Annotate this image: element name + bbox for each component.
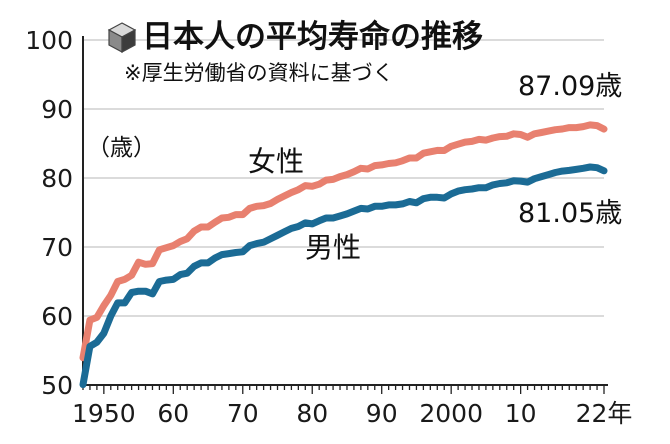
- y-tick-label-50: 50: [41, 371, 73, 400]
- x-tick-label-2010: 10: [505, 399, 537, 428]
- x-tick-label-1990: 90: [366, 399, 398, 428]
- y-tick-label-100: 100: [25, 26, 73, 55]
- y-tick-label-80: 80: [41, 164, 73, 193]
- series-label-male: 男性: [305, 231, 361, 264]
- axes: 50 60 70 80 90 100 1950 60 70 80 90 2000 10 22年: [25, 26, 632, 428]
- series-line-female: [79, 121, 608, 362]
- y-tick-label-70: 70: [41, 233, 73, 262]
- series-line-male: [79, 163, 608, 389]
- end-label-female: 87.09歳: [518, 71, 622, 102]
- y-unit-label: （歳）: [87, 135, 156, 161]
- x-tick-label-2022: 22年: [576, 399, 633, 428]
- labels: 日本人の平均寿命の推移 ※厚生労働省の資料に基づく （歳） 女性 男性 87.0…: [87, 19, 622, 264]
- y-tick-label-60: 60: [41, 302, 73, 331]
- series-label-female: 女性: [248, 145, 304, 178]
- x-tick-label-2000: 2000: [419, 399, 483, 428]
- x-tick-label-1980: 80: [296, 399, 328, 428]
- end-label-male: 81.05歳: [518, 198, 622, 229]
- chart-subtitle: ※厚生労働省の資料に基づく: [124, 61, 394, 85]
- series: [79, 121, 608, 389]
- x-tick-label-1950: 1950: [72, 399, 136, 428]
- y-tick-label-90: 90: [41, 95, 73, 124]
- x-tick-label-1960: 60: [157, 399, 189, 428]
- cube-icon: [107, 22, 137, 54]
- x-tick-label-1970: 70: [227, 399, 259, 428]
- chart-title: 日本人の平均寿命の推移: [142, 19, 483, 55]
